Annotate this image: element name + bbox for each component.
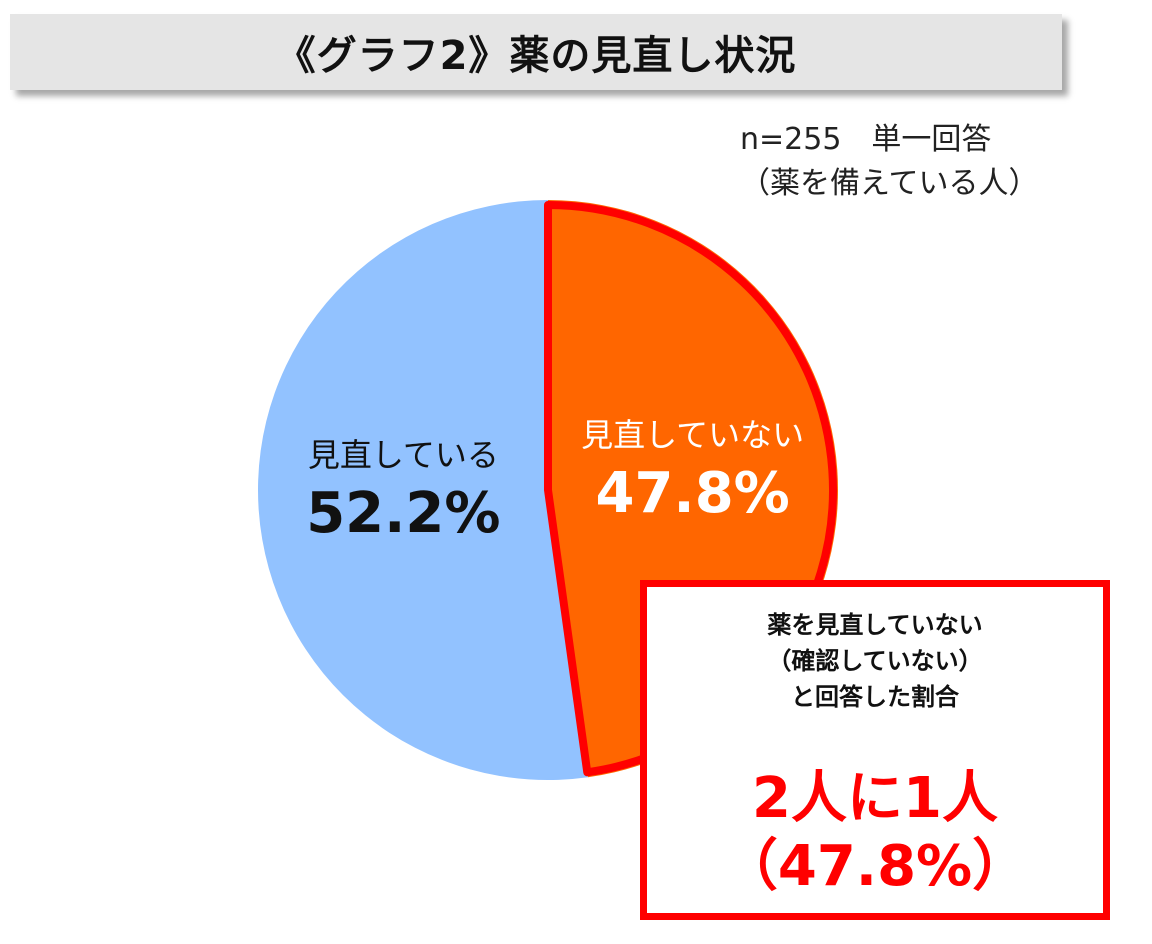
sample-size-label: n=255 単一回答 (740, 122, 992, 157)
callout-percent: （47.8%） (721, 834, 1029, 899)
chart-title: 《グラフ2》薬の見直し状況 (275, 33, 797, 79)
sample-note: n=255 単一回答 （薬を備えている人） (740, 118, 1100, 206)
pie-slice-value-0: 47.8% (596, 461, 790, 526)
callout-desc-line-3: と回答した割合 (791, 683, 959, 711)
callout-emphasis: 2人に1人 （47.8%） (647, 765, 1103, 901)
callout-desc-line-1: 薬を見直していない (767, 611, 983, 639)
title-banner: 《グラフ2》薬の見直し状況 (10, 14, 1062, 90)
callout-desc-line-2: （確認していない） (767, 647, 983, 675)
pie-slice-value-1: 52.2% (306, 481, 500, 546)
pie-slice-1 (258, 200, 588, 780)
callout-description: 薬を見直していない （確認していない） と回答した割合 (647, 607, 1103, 715)
highlight-callout: 薬を見直していない （確認していない） と回答した割合 2人に1人 （47.8%… (640, 580, 1110, 920)
pie-slice-label-0: 見直していない (581, 416, 804, 454)
callout-ratio: 2人に1人 (752, 766, 998, 831)
pie-slice-label-1: 見直している (308, 436, 499, 474)
sample-population-label: （薬を備えている人） (740, 166, 1039, 201)
